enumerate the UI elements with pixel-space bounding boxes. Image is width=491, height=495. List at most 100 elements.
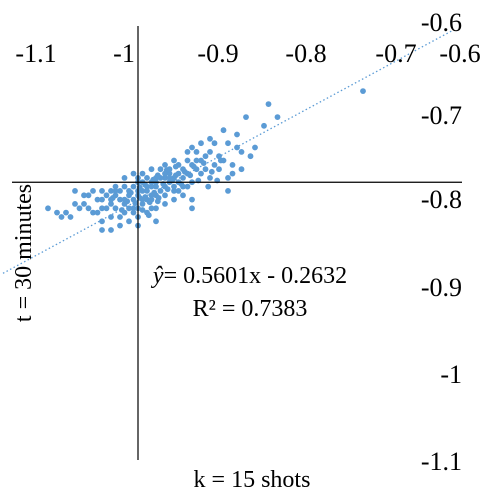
data-point bbox=[99, 218, 105, 225]
data-point bbox=[157, 166, 164, 173]
data-point bbox=[171, 188, 177, 194]
data-point bbox=[205, 183, 212, 190]
data-point bbox=[193, 157, 200, 164]
data-point bbox=[172, 172, 179, 179]
data-point bbox=[126, 205, 132, 212]
data-point bbox=[207, 149, 213, 155]
data-point bbox=[247, 153, 254, 160]
data-point bbox=[193, 149, 200, 155]
data-point bbox=[112, 188, 119, 194]
data-point bbox=[45, 205, 51, 212]
data-point bbox=[90, 209, 96, 216]
data-point bbox=[180, 192, 186, 199]
data-point bbox=[153, 183, 159, 190]
data-point bbox=[85, 192, 92, 199]
data-point bbox=[229, 170, 236, 177]
data-point bbox=[217, 157, 224, 164]
data-point bbox=[130, 170, 137, 177]
data-point bbox=[154, 198, 161, 205]
data-point bbox=[112, 183, 119, 190]
data-point bbox=[225, 188, 231, 194]
data-point bbox=[190, 163, 197, 170]
data-point bbox=[121, 196, 128, 203]
data-point bbox=[121, 175, 128, 181]
data-point bbox=[90, 188, 96, 194]
data-point bbox=[99, 205, 105, 212]
data-point bbox=[184, 149, 191, 155]
data-point bbox=[117, 214, 123, 220]
data-point bbox=[145, 212, 152, 219]
data-point bbox=[148, 183, 155, 190]
data-point bbox=[154, 172, 161, 179]
data-point bbox=[108, 188, 114, 194]
data-point bbox=[58, 214, 65, 220]
data-point bbox=[148, 192, 155, 199]
data-point bbox=[153, 205, 159, 212]
data-point bbox=[118, 207, 125, 213]
data-point bbox=[126, 218, 132, 225]
data-point bbox=[99, 188, 105, 194]
data-point bbox=[189, 205, 195, 212]
y-tick-label: -1 bbox=[440, 360, 462, 389]
data-point bbox=[103, 192, 110, 199]
data-point bbox=[360, 88, 366, 94]
data-point bbox=[208, 168, 215, 175]
data-point bbox=[148, 166, 155, 173]
data-point bbox=[189, 144, 195, 151]
data-point bbox=[184, 183, 191, 190]
data-point bbox=[181, 168, 188, 175]
data-point bbox=[108, 196, 114, 203]
x-axis-label: k = 15 shots bbox=[194, 467, 311, 493]
data-point bbox=[144, 175, 150, 181]
data-point bbox=[225, 175, 231, 181]
equation-body: = 0.5601x - 0.2632 bbox=[164, 263, 348, 289]
x-tick-label: -1.1 bbox=[15, 39, 56, 68]
y-tick-label: -0.7 bbox=[421, 101, 462, 130]
data-point bbox=[229, 162, 236, 168]
data-point bbox=[187, 172, 194, 179]
y-tick-label: -0.8 bbox=[421, 185, 462, 214]
data-point bbox=[166, 175, 173, 181]
data-point bbox=[117, 188, 123, 194]
data-point bbox=[265, 101, 272, 107]
data-point bbox=[94, 209, 101, 216]
equation-yhat: ŷ bbox=[151, 263, 164, 289]
data-point bbox=[76, 205, 83, 212]
data-point bbox=[211, 140, 218, 147]
data-point bbox=[117, 222, 123, 229]
data-point bbox=[252, 144, 258, 151]
data-point bbox=[85, 205, 92, 212]
data-point bbox=[172, 163, 179, 170]
data-point bbox=[99, 196, 105, 203]
data-point bbox=[198, 170, 204, 177]
data-point bbox=[130, 183, 137, 190]
data-point bbox=[202, 166, 209, 173]
data-point bbox=[121, 183, 128, 190]
x-tick-label: -1 bbox=[113, 39, 135, 68]
data-point bbox=[274, 114, 281, 120]
data-point bbox=[238, 149, 245, 155]
data-point bbox=[200, 160, 207, 167]
data-point bbox=[238, 166, 245, 173]
data-point bbox=[234, 131, 240, 138]
data-point bbox=[81, 192, 87, 199]
data-point bbox=[171, 183, 177, 190]
data-point bbox=[162, 201, 168, 207]
data-point bbox=[220, 127, 227, 134]
data-point bbox=[171, 157, 177, 164]
data-point bbox=[225, 140, 231, 147]
data-point bbox=[153, 218, 159, 225]
data-point bbox=[99, 227, 105, 233]
data-point bbox=[164, 186, 171, 193]
data-point bbox=[207, 135, 213, 142]
data-point bbox=[261, 122, 267, 129]
data-point bbox=[144, 183, 150, 190]
data-point bbox=[130, 205, 137, 212]
y-tick-label: -1.1 bbox=[421, 447, 462, 476]
data-point bbox=[243, 114, 249, 120]
data-point bbox=[103, 205, 110, 212]
data-point bbox=[144, 188, 150, 194]
data-point bbox=[171, 196, 177, 203]
data-point bbox=[54, 209, 60, 216]
